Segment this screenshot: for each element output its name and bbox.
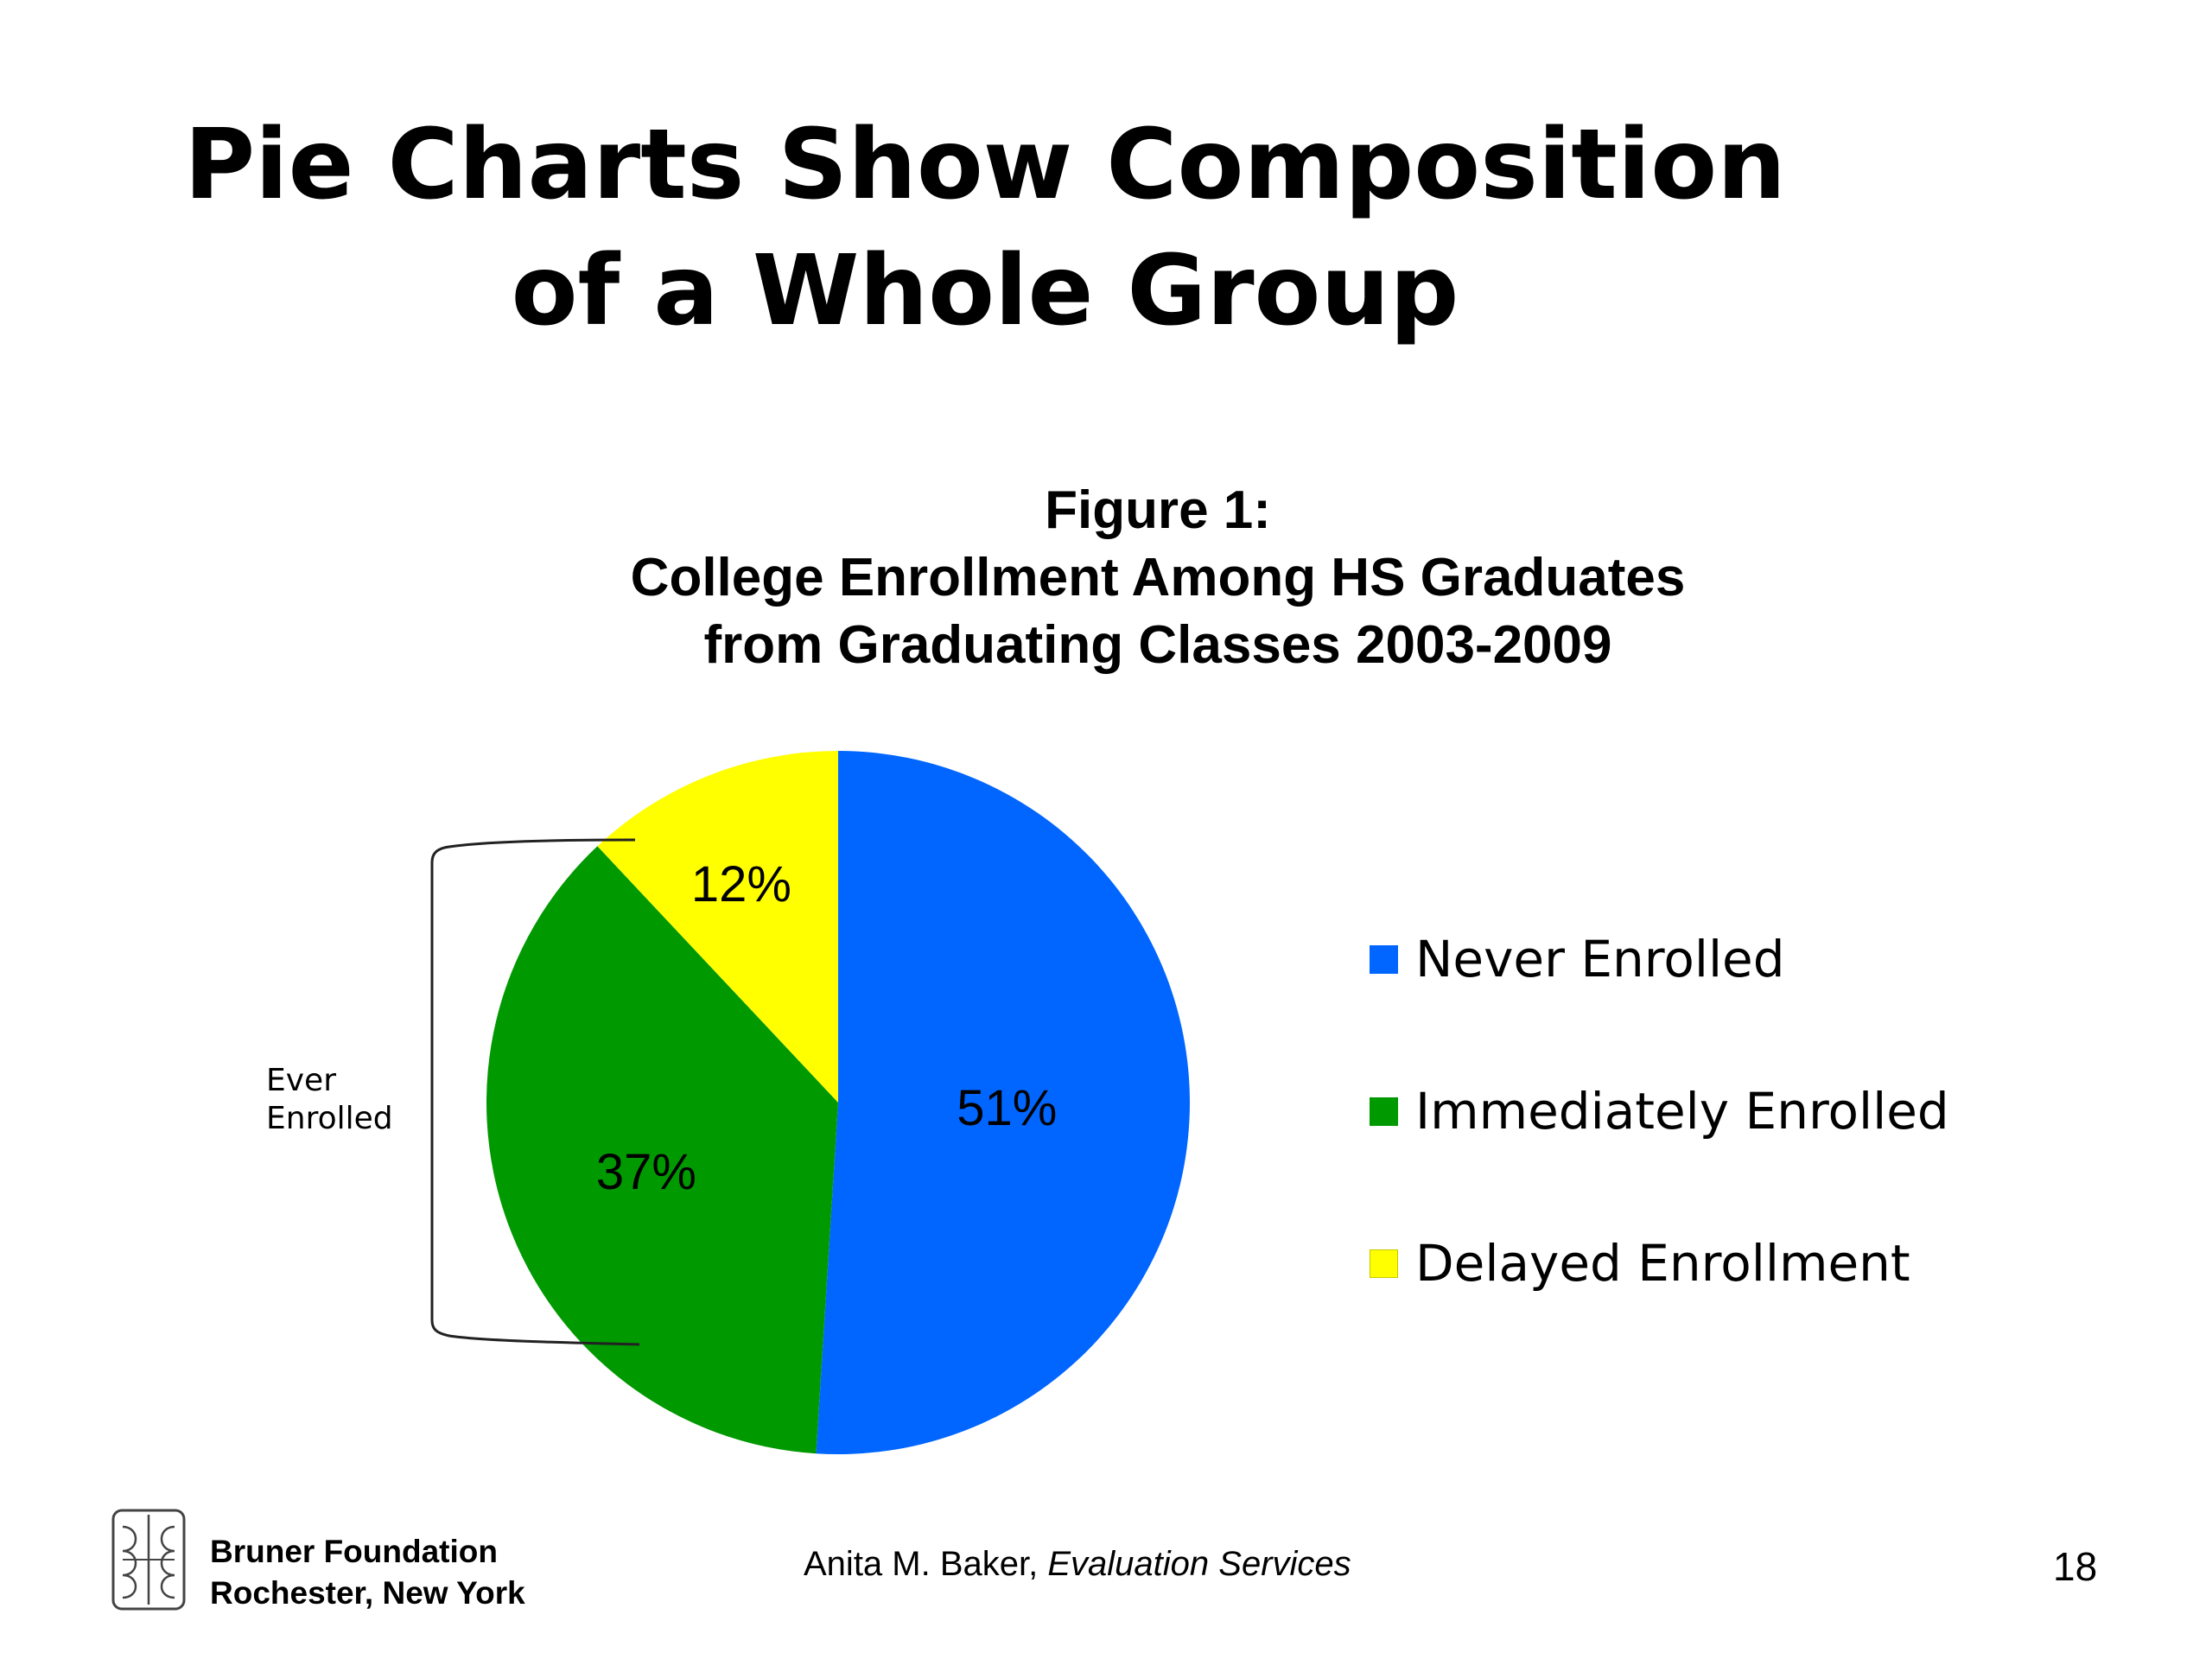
pie-label-never-enrolled: 51% [957, 1080, 1057, 1136]
chart-title-line3: from Graduating Classes 2003-2009 [703, 615, 1612, 675]
bruner-foundation-logo-icon [111, 1509, 186, 1611]
legend-item-immediately-enrolled: Immediately Enrolled [1370, 1068, 1949, 1154]
pie-label-immediately-enrolled: 37% [596, 1144, 696, 1200]
chart-title: Figure 1: College Enrollment Among HS Gr… [285, 477, 2031, 679]
legend-label-delayed-enrollment: Delayed Enrollment [1415, 1234, 1910, 1293]
footer-author-name: Anita M. Baker, [804, 1545, 1039, 1583]
footer-org-line1: Bruner Foundation [210, 1534, 498, 1569]
footer-org-line2: Rochester, New York [210, 1575, 525, 1611]
ever-enrolled-label-line1: Ever [266, 1063, 336, 1098]
pie-slice-labels: 51% 37% 12% [596, 856, 1057, 1200]
legend-swatch-never-enrolled [1370, 944, 1398, 974]
legend-item-never-enrolled: Never Enrolled [1370, 916, 1949, 1002]
footer-organization: Bruner Foundation Rochester, New York [210, 1531, 525, 1614]
legend-swatch-delayed-enrollment [1370, 1249, 1398, 1278]
pie-slice-immediately-enrolled [486, 846, 838, 1454]
slide-title: Pie Charts Show Composition of a Whole G… [0, 102, 1970, 354]
chart-title-line2: College Enrollment Among HS Graduates [630, 548, 1686, 607]
pie-chart: 51% 37% 12% Ever Enrolled [266, 751, 1190, 1454]
legend-swatch-immediately-enrolled [1370, 1096, 1398, 1126]
footer-author-org: Evaluation Services [1047, 1545, 1351, 1583]
legend-item-delayed-enrollment: Delayed Enrollment [1370, 1220, 1949, 1306]
slide-title-line2: of a Whole Group [511, 235, 1459, 347]
ever-enrolled-label-line2: Enrolled [266, 1101, 393, 1136]
legend-label-never-enrolled: Never Enrolled [1415, 930, 1785, 988]
chart-legend: Never Enrolled Immediately Enrolled Dela… [1370, 916, 1949, 1372]
page-number: 18 [2053, 1544, 2098, 1589]
pie-label-delayed-enrollment: 12% [691, 856, 791, 912]
slide-title-line1: Pie Charts Show Composition [184, 109, 1786, 221]
pie-slices [486, 751, 1190, 1454]
pie-slice-delayed-enrollment [597, 751, 838, 1103]
ever-enrolled-bracket [430, 838, 640, 1346]
footer-author: Anita M. Baker, Evaluation Services [804, 1545, 1351, 1584]
chart-title-line1: Figure 1: [1045, 480, 1271, 540]
pie-slice-never-enrolled [816, 751, 1190, 1454]
legend-label-immediately-enrolled: Immediately Enrolled [1415, 1082, 1949, 1141]
